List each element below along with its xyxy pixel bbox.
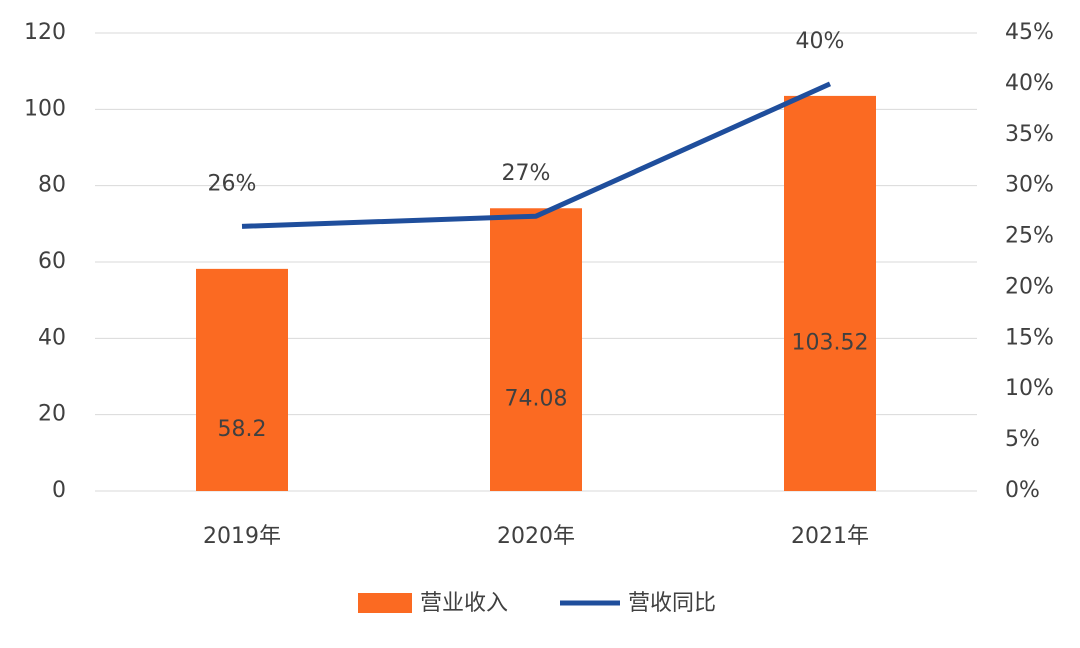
y-tick-label: 20 <box>38 402 66 427</box>
line-value-label: 40% <box>796 29 845 54</box>
y2-tick-label: 35% <box>1005 122 1054 147</box>
y-tick-label: 40 <box>38 325 66 350</box>
bar <box>784 95 876 491</box>
y2-tick-label: 5% <box>1005 427 1040 452</box>
y2-tick-label: 45% <box>1005 20 1054 45</box>
bar-value-label: 103.52 <box>792 330 869 355</box>
legend-swatch <box>358 593 412 613</box>
line-value-label: 26% <box>208 171 257 196</box>
y-tick-label: 0 <box>52 478 66 503</box>
y2-tick-label: 10% <box>1005 376 1054 401</box>
y2-tick-label: 0% <box>1005 478 1040 503</box>
y-tick-label: 80 <box>38 173 66 198</box>
line <box>241 81 832 229</box>
x-tick-label: 2020年 <box>497 524 575 549</box>
bar-value-label: 74.08 <box>505 387 568 412</box>
bar-value-label: 58.2 <box>218 417 267 442</box>
x-tick-label: 2021年 <box>791 524 869 549</box>
legend-label: 营收同比 <box>628 591 716 616</box>
bar <box>490 208 582 491</box>
bar <box>196 268 288 491</box>
y-tick-label: 100 <box>24 96 66 121</box>
legend-label: 营业收入 <box>420 591 508 616</box>
y-tick-label: 120 <box>24 20 66 45</box>
y2-tick-label: 15% <box>1005 325 1054 350</box>
y2-tick-label: 25% <box>1005 224 1054 249</box>
y2-tick-label: 30% <box>1005 173 1054 198</box>
line-value-label: 27% <box>502 161 551 186</box>
y2-tick-label: 40% <box>1005 71 1054 96</box>
y2-tick-label: 20% <box>1005 274 1054 299</box>
y-tick-label: 60 <box>38 249 66 274</box>
x-tick-label: 2019年 <box>203 524 281 549</box>
